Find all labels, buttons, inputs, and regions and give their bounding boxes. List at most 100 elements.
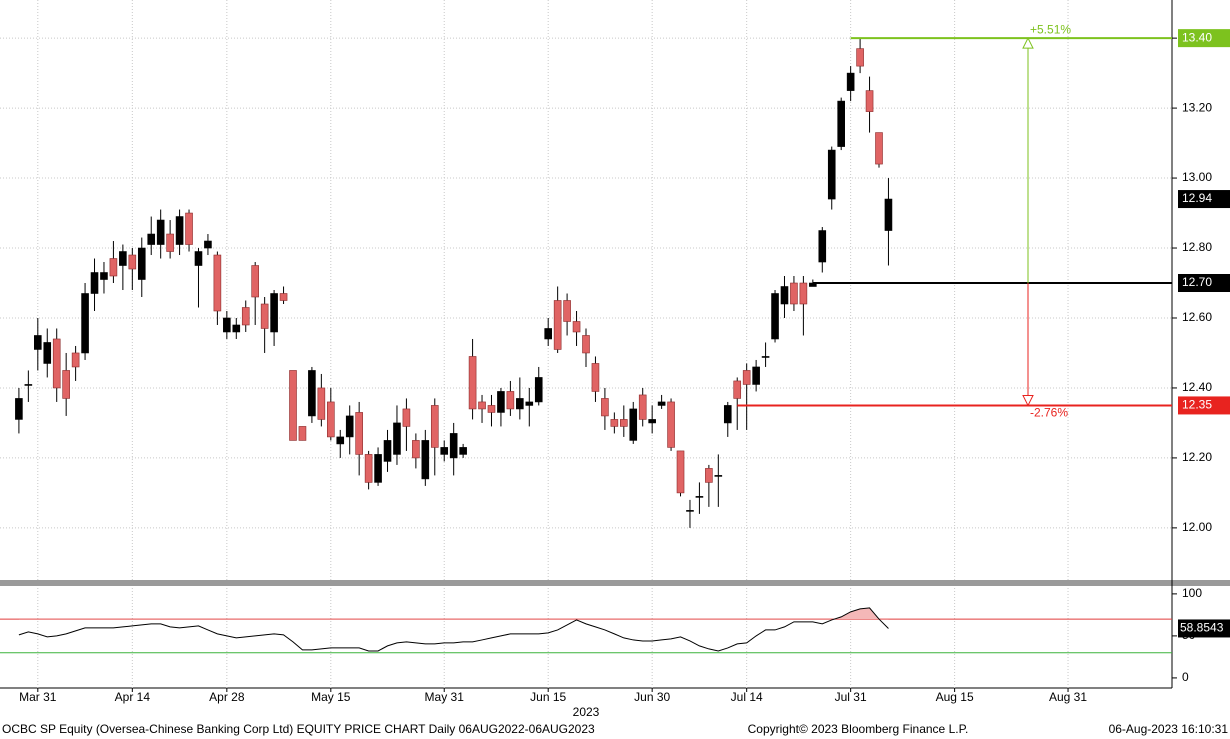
- candle-body: [686, 510, 694, 512]
- candle-body: [185, 212, 193, 245]
- x-tick-label: Aug 15: [936, 690, 974, 704]
- candle-body: [412, 440, 420, 459]
- candle-body: [137, 247, 146, 280]
- rsi-last-box: [1178, 619, 1230, 638]
- footer-center: Copyright© 2023 Bloomberg Finance L.P.: [748, 722, 969, 736]
- candle-body: [780, 286, 789, 305]
- y-tick-label: 13.00: [1182, 170, 1212, 184]
- x-tick-label: May 15: [311, 690, 351, 704]
- overbought-fill: [18, 607, 889, 620]
- candle-body: [34, 335, 42, 350]
- level-box: [1178, 29, 1230, 48]
- level-label: 12.70: [1182, 275, 1212, 289]
- candle-body: [610, 419, 619, 427]
- candle-body: [15, 398, 23, 420]
- candle-body: [856, 48, 864, 67]
- last-price-box: [1178, 190, 1230, 209]
- candle-body: [393, 422, 401, 455]
- candle-body: [128, 254, 137, 270]
- candle-body: [383, 440, 392, 462]
- candle-body: [846, 72, 855, 91]
- candle-body: [251, 265, 259, 298]
- change-arrowhead: [1022, 37, 1034, 49]
- candle-body: [421, 440, 430, 480]
- level-box: [1178, 274, 1230, 293]
- last-price-label: 12.94: [1182, 191, 1212, 205]
- candle-body: [582, 335, 590, 354]
- candle-body: [109, 258, 118, 277]
- level-label: 13.40: [1182, 30, 1212, 44]
- candle-body: [516, 398, 524, 410]
- y-tick-label: 12.20: [1182, 450, 1212, 464]
- candle-body: [355, 412, 363, 455]
- candle-body: [241, 307, 250, 326]
- candle-body: [657, 401, 666, 406]
- candle-body: [506, 391, 515, 410]
- candle-body: [260, 303, 269, 329]
- candle-body: [213, 254, 222, 312]
- candle-body: [336, 436, 345, 445]
- y2-tick-label: 100: [1182, 586, 1202, 600]
- candle-body: [638, 394, 647, 420]
- x-tick-label: Jul 31: [835, 690, 867, 704]
- x-tick-label: Aug 31: [1049, 690, 1087, 704]
- candle-body: [837, 100, 845, 147]
- candle-body: [204, 240, 212, 249]
- change-label: +5.51%: [1030, 22, 1071, 36]
- candle-body: [705, 468, 713, 483]
- candle-body: [525, 401, 534, 406]
- candle-body: [534, 377, 543, 403]
- rsi-last-label: 58.8543: [1180, 621, 1224, 635]
- candle-body: [24, 384, 33, 386]
- candle-body: [752, 366, 760, 385]
- candle-body: [402, 408, 411, 427]
- candle-body: [723, 405, 732, 424]
- candle-body: [232, 324, 241, 333]
- candle-body: [175, 216, 184, 245]
- candle-body: [308, 370, 316, 417]
- footer-right: 06-Aug-2023 16:10:31: [1109, 722, 1229, 736]
- candle-body: [364, 454, 373, 483]
- x-tick-label: Jul 14: [731, 690, 763, 704]
- x-tick-label: Apr 28: [209, 690, 245, 704]
- x-tick-label: Apr 14: [115, 690, 151, 704]
- candle-body: [317, 387, 326, 420]
- candle-body: [790, 282, 798, 305]
- candle-body: [223, 317, 231, 333]
- candle-body: [799, 282, 808, 305]
- x-tick-label: Mar 31: [19, 690, 57, 704]
- candle-body: [714, 475, 723, 477]
- candle-body: [497, 391, 505, 413]
- y2-tick-label: 0: [1182, 670, 1189, 684]
- candle-body: [194, 251, 203, 266]
- y-tick-label: 12.40: [1182, 380, 1212, 394]
- candle-body: [620, 419, 628, 427]
- candle-body: [62, 370, 70, 399]
- candle-body: [695, 496, 704, 498]
- candle-body: [440, 447, 449, 455]
- candle-body: [298, 426, 307, 441]
- candle-body: [827, 149, 836, 200]
- candle-body: [884, 198, 893, 231]
- y-tick-label: 12.60: [1182, 310, 1212, 324]
- x-tick-label: May 31: [425, 690, 465, 704]
- candle-body: [459, 447, 467, 455]
- candle-body: [345, 415, 354, 438]
- candle-body: [733, 380, 742, 399]
- y-tick-label: 13.20: [1182, 100, 1212, 114]
- footer-left: OCBC SP Equity (Oversea-Chinese Banking …: [2, 722, 595, 736]
- candle-body: [544, 328, 552, 340]
- candle-body: [601, 398, 609, 417]
- candle-body: [629, 408, 638, 441]
- y-tick-label: 12.80: [1182, 240, 1212, 254]
- change-arrowhead: [1022, 394, 1034, 407]
- candle-body: [100, 272, 108, 280]
- candle-body: [487, 405, 496, 413]
- candle-body: [43, 342, 52, 364]
- candle-body: [563, 300, 571, 322]
- candle-body: [591, 363, 600, 392]
- candle-body: [327, 401, 335, 438]
- rsi-line: [18, 607, 889, 652]
